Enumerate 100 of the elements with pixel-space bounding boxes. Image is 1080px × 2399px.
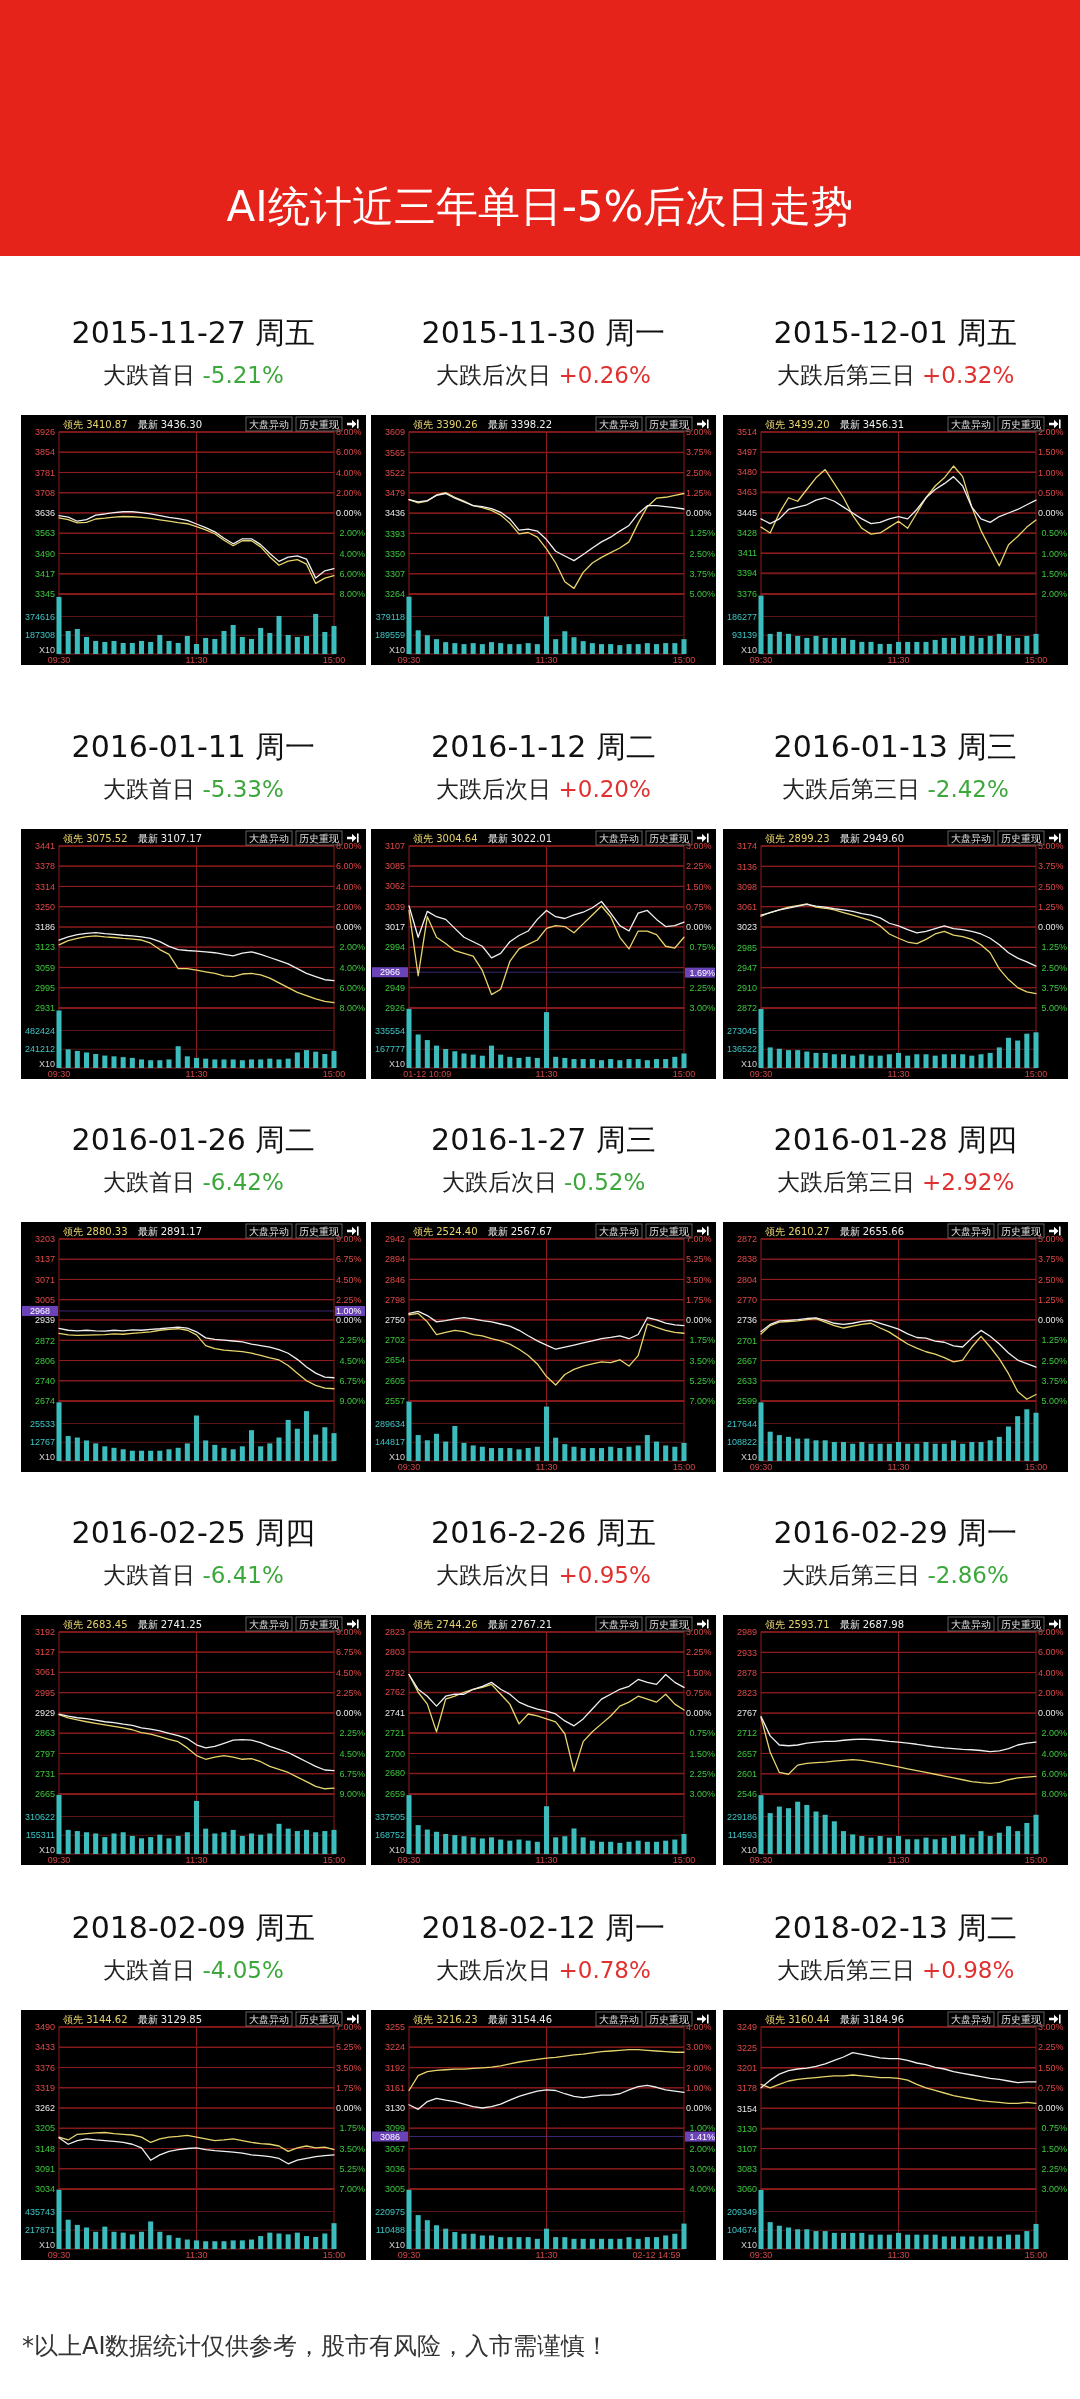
bar	[461, 1836, 467, 1854]
line-series	[760, 1317, 1037, 1400]
bar	[831, 1054, 837, 1068]
bar	[276, 1823, 282, 1854]
bar	[488, 1045, 495, 1068]
y3-tick-label: 2.50%	[689, 548, 715, 559]
bar	[905, 1839, 911, 1854]
y-tick-label: 2995	[34, 982, 55, 993]
y-tick-label: 2721	[384, 1727, 405, 1738]
y3-tick-label: 2.25%	[339, 1728, 365, 1739]
bar	[285, 1058, 291, 1068]
y3-tick-label: 4.50%	[339, 1355, 365, 1366]
bar	[776, 631, 782, 654]
y2-tick-label: 6.75%	[336, 1254, 362, 1265]
bar	[969, 2236, 975, 2249]
chart-subtitle: 大跌首日 -5.33%	[103, 776, 284, 802]
bar	[443, 1049, 449, 1068]
bar	[776, 1435, 782, 1461]
x-tick-label: 15:00	[1024, 1855, 1048, 1865]
y-tick-label: 2878	[736, 1667, 757, 1678]
bar	[850, 1834, 856, 1854]
ref-line-label: 2968	[29, 1306, 51, 1317]
bar	[193, 1057, 200, 1068]
bar	[74, 1831, 80, 1854]
bar	[1005, 1037, 1012, 1068]
y-tick-label: 189559	[374, 630, 405, 641]
y2-tick-label: 2.50%	[1038, 881, 1064, 892]
y-tick-label: 2863	[34, 1728, 55, 1739]
bar	[941, 1837, 947, 1854]
y-tick-label: 2674	[34, 1396, 55, 1407]
text: 最新 3022.01	[487, 832, 553, 844]
y-tick-label: 220975	[374, 2206, 405, 2217]
bar	[543, 616, 550, 654]
bar	[923, 641, 929, 654]
bar	[470, 1837, 476, 1854]
x-tick-label: 15:00	[322, 1855, 346, 1865]
bar	[776, 1806, 782, 1854]
y3-tick-label: 4.00%	[339, 962, 365, 973]
bar	[767, 1813, 773, 1854]
bar	[525, 1840, 531, 1854]
y2-tick-label: 0.00%	[686, 922, 712, 933]
y2-tick-label: 0.75%	[1038, 2082, 1064, 2093]
bar	[1033, 1814, 1039, 1854]
bar	[1033, 1412, 1039, 1461]
bar	[148, 1060, 154, 1068]
y-tick-label: 168752	[374, 1830, 405, 1841]
y3-tick-label: 2.25%	[1041, 2163, 1067, 2174]
y-tick-label: 3376	[736, 589, 757, 600]
bar	[543, 2228, 550, 2249]
bar	[785, 2227, 792, 2249]
bar	[221, 1059, 227, 1068]
bar	[960, 1834, 966, 1854]
y3-tick-label: 4.00%	[1041, 1748, 1067, 1759]
y-tick-label: 2633	[736, 1376, 757, 1387]
text: 历史重现	[649, 1618, 689, 1630]
bar	[516, 1057, 522, 1068]
x-tick-label: 09:30	[397, 2250, 421, 2260]
y-tick-label: 2700	[384, 1748, 405, 1759]
y2-tick-label: 0.00%	[336, 508, 362, 519]
bar	[877, 2234, 883, 2249]
bar	[267, 1058, 273, 1068]
y-tick-label: 2546	[736, 1789, 757, 1800]
y3-tick-label: 3.75%	[689, 568, 715, 579]
bar	[681, 2223, 687, 2249]
bar	[608, 644, 614, 654]
bar	[822, 637, 828, 654]
y-tick-label: 93139	[731, 630, 757, 641]
x-tick-label: 09:30	[47, 2250, 71, 2260]
bar	[248, 2239, 255, 2249]
y-tick-label: 3417	[34, 569, 55, 580]
y-tick-label: 2933	[736, 1647, 757, 1658]
bar	[635, 1840, 641, 1854]
bar	[589, 2238, 595, 2249]
y3-tick-label: 2.25%	[689, 1768, 715, 1779]
y3-tick-label: 8.00%	[339, 1003, 365, 1014]
y-tick-label: 2929	[34, 1708, 55, 1719]
bar	[850, 2232, 856, 2249]
bar	[184, 2239, 190, 2249]
bar	[452, 643, 458, 654]
y-tick-label: 2599	[736, 1396, 757, 1407]
y2-tick-label: 5.25%	[686, 1254, 712, 1265]
line-series	[760, 475, 1037, 525]
bar	[932, 1839, 938, 1854]
y2-tick-label: 3.75%	[686, 447, 712, 458]
bar	[859, 641, 865, 654]
y2-tick-label: 3.50%	[336, 2062, 362, 2073]
bar	[1024, 635, 1030, 654]
line-series	[408, 900, 685, 959]
bar	[230, 2240, 236, 2249]
y-axis-title: X10	[740, 1059, 757, 1069]
bar	[831, 2232, 837, 2249]
bar	[507, 1840, 513, 1854]
bar	[258, 627, 264, 654]
bar	[470, 1054, 476, 1068]
bar	[507, 1056, 513, 1068]
y-tick-label: 2750	[384, 1314, 405, 1325]
text: 最新 2687.98	[839, 1618, 905, 1630]
y2-tick-label: 0.50%	[1038, 487, 1064, 498]
bar	[294, 1052, 300, 1068]
bar	[617, 2238, 623, 2249]
